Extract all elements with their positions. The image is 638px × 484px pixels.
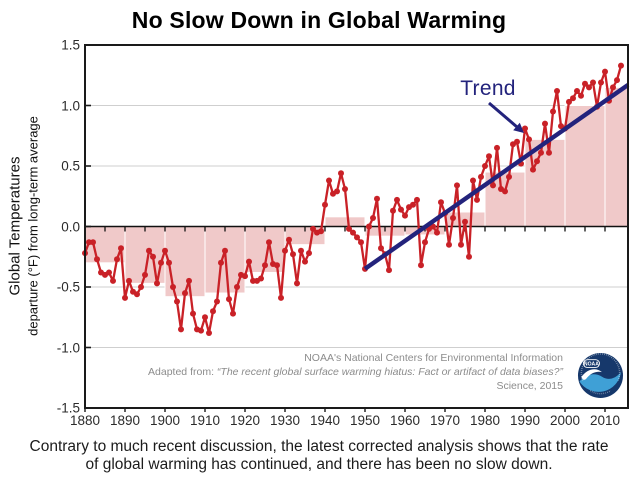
x-tick-label: 1890 [109, 413, 141, 428]
y-tick-label: 1.5 [61, 37, 80, 53]
x-tick-label: 1990 [509, 413, 541, 428]
y-axis-label-line1: Global Temperatures [6, 156, 24, 296]
attribution-line-3: Science, 2015 [496, 380, 563, 392]
x-tick-label: 2000 [549, 413, 581, 428]
x-tick-label: 1980 [469, 413, 501, 428]
noaa-logo-text: NOAA [584, 362, 599, 368]
x-tick-label: 2010 [589, 413, 621, 428]
y-axis-label-line2: departure (°F) from long-term average [25, 116, 41, 336]
x-tick-label: 1940 [309, 413, 341, 428]
y-tick-label: -1.0 [56, 340, 80, 355]
y-tick-label: -0.5 [56, 279, 80, 295]
y-tick-label: 0.0 [61, 219, 80, 234]
y-tick-label: 0.5 [61, 158, 80, 174]
trend-label: Trend [460, 77, 516, 100]
figure-caption: Contrary to much recent discussion, the … [0, 438, 638, 474]
caption-line-1: Contrary to much recent discussion, the … [29, 438, 609, 455]
caption-line-2: of global warming has continued, and the… [85, 456, 553, 473]
x-tick-label: 1920 [229, 413, 261, 428]
attribution-line-2: Adapted from: “The recent global surface… [148, 366, 563, 378]
attribution-line-1: NOAA's National Centers for Environmenta… [304, 352, 563, 364]
noaa-logo: NOAA [577, 352, 624, 399]
x-tick-label: 1880 [69, 413, 101, 428]
x-tick-label: 1910 [189, 413, 221, 428]
x-tick-label: 1900 [149, 413, 181, 428]
attribution: NOAA's National Centers for Environmenta… [148, 351, 563, 393]
x-tick-label: 1960 [389, 413, 421, 428]
x-tick-label: 1930 [269, 413, 301, 428]
y-tick-label: 1.0 [61, 98, 80, 113]
x-tick-label: 1950 [349, 413, 381, 428]
x-tick-label: 1970 [429, 413, 461, 428]
chart-title: No Slow Down in Global Warming [131, 7, 507, 33]
y-tick-label: -1.5 [56, 400, 80, 416]
